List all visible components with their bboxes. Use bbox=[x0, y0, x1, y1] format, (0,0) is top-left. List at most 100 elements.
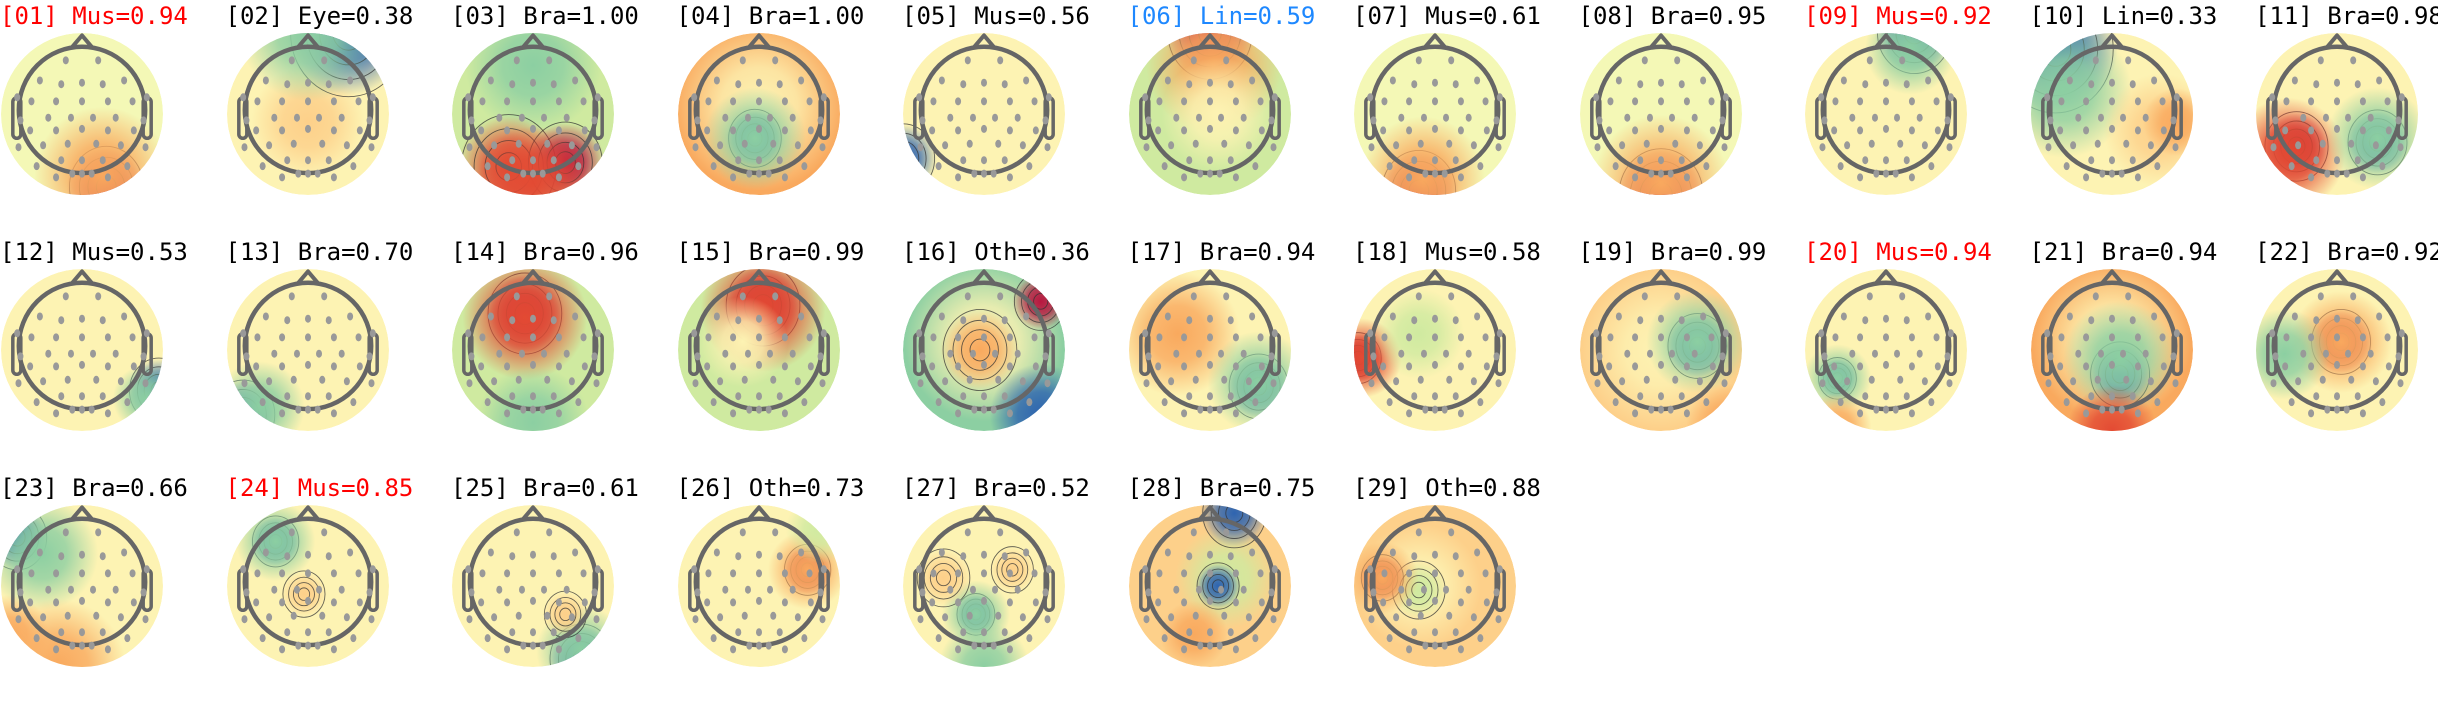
component-cell[interactable]: [04] Bra=1.00 bbox=[677, 0, 903, 236]
component-cell[interactable]: [07] Mus=0.61 bbox=[1353, 0, 1579, 236]
component-cell[interactable]: [08] Bra=0.95 bbox=[1579, 0, 1805, 236]
component-cell[interactable]: [11] Bra=0.98 bbox=[2255, 0, 2438, 236]
electrode-marker bbox=[1894, 113, 1901, 122]
component-cell[interactable]: [20] Mus=0.94 bbox=[1804, 236, 2030, 472]
component-title: [11] Bra=0.98 bbox=[2255, 2, 2438, 30]
topomap bbox=[677, 505, 840, 667]
electrode-marker bbox=[1866, 56, 1873, 65]
component-cell[interactable]: [03] Bra=1.00 bbox=[451, 0, 677, 236]
electrode-marker bbox=[789, 349, 796, 358]
component-cell[interactable]: [28] Bra=0.75 bbox=[1128, 472, 1354, 708]
electrode-marker bbox=[1192, 139, 1199, 148]
electrode-marker bbox=[2173, 329, 2180, 338]
electrode-marker bbox=[2160, 126, 2167, 135]
component-cell[interactable]: [19] Bra=0.99 bbox=[1579, 236, 1805, 472]
electrode-marker bbox=[2074, 349, 2081, 358]
electrode-marker bbox=[1014, 585, 1021, 594]
component-cell[interactable]: [05] Mus=0.56 bbox=[902, 0, 1128, 236]
component-cell[interactable]: [14] Bra=0.96 bbox=[451, 236, 677, 472]
electrode-marker bbox=[2134, 126, 2141, 135]
electrode-marker bbox=[1631, 409, 1638, 418]
component-cell[interactable]: [22] Bra=0.92 bbox=[2255, 236, 2438, 472]
electrode-marker bbox=[1457, 362, 1464, 371]
electrode-marker bbox=[1155, 569, 1162, 578]
electrode-marker bbox=[2118, 169, 2125, 178]
component-title: [06] Lin=0.59 bbox=[1128, 2, 1316, 30]
component-index: [28] bbox=[1127, 474, 1186, 502]
electrode-marker bbox=[259, 398, 266, 407]
electrode-marker bbox=[1618, 377, 1625, 386]
component-cell[interactable]: [09] Mus=0.92 bbox=[1804, 0, 2030, 236]
electrode-marker bbox=[466, 379, 473, 388]
electrode-marker bbox=[981, 392, 987, 401]
electrode-marker bbox=[2082, 333, 2089, 342]
component-cell[interactable]: [12] Mus=0.53 bbox=[0, 236, 226, 472]
component-cell[interactable]: [15] Bra=0.99 bbox=[677, 236, 903, 472]
component-cell[interactable]: [13] Bra=0.70 bbox=[226, 236, 452, 472]
electrode-marker bbox=[2082, 97, 2089, 106]
electrode-marker bbox=[1496, 93, 1503, 102]
electrode-marker bbox=[142, 615, 149, 624]
electrode-marker bbox=[53, 97, 60, 106]
electrode-marker bbox=[1933, 97, 1940, 106]
electrode-marker bbox=[1258, 126, 1265, 135]
electrode-marker bbox=[288, 56, 295, 65]
electrode-marker bbox=[575, 162, 582, 171]
component-title: [14] Bra=0.96 bbox=[451, 238, 639, 266]
component-title: [17] Bra=0.94 bbox=[1128, 238, 1316, 266]
electrode-marker bbox=[530, 333, 536, 342]
electrode-marker bbox=[1592, 329, 1599, 338]
electrode-marker bbox=[2046, 352, 2053, 361]
component-cell[interactable]: [21] Bra=0.94 bbox=[2030, 236, 2256, 472]
electrode-marker bbox=[1819, 379, 1826, 388]
electrode-marker bbox=[1185, 392, 1192, 401]
component-cell[interactable]: [26] Oth=0.73 bbox=[677, 472, 903, 708]
electrode-marker bbox=[262, 312, 269, 321]
electrode-marker bbox=[1406, 126, 1413, 135]
electrode-marker bbox=[710, 634, 717, 643]
electrode-marker bbox=[2334, 314, 2340, 323]
electrode-marker bbox=[2082, 126, 2089, 135]
electrode-marker bbox=[1206, 360, 1213, 369]
component-cell[interactable]: [29] Oth=0.88 bbox=[1353, 472, 1579, 708]
electrode-marker bbox=[916, 93, 923, 102]
electrode-marker bbox=[330, 97, 337, 106]
nose-icon bbox=[1648, 269, 1673, 286]
electrode-marker bbox=[2334, 405, 2340, 414]
component-cell[interactable]: [10] Lin=0.33 bbox=[2030, 0, 2256, 236]
component-index: [17] bbox=[1127, 238, 1186, 266]
electrode-marker bbox=[581, 598, 588, 607]
electrode-marker bbox=[1271, 93, 1278, 102]
electrode-marker bbox=[2044, 379, 2051, 388]
contour-line bbox=[996, 552, 1029, 588]
component-cell[interactable]: [25] Bra=0.61 bbox=[451, 472, 677, 708]
electrode-marker bbox=[1631, 173, 1638, 182]
electrode-marker bbox=[466, 615, 473, 624]
component-cell[interactable]: [17] Bra=0.94 bbox=[1128, 236, 1354, 472]
component-cell[interactable]: [23] Bra=0.66 bbox=[0, 472, 226, 708]
electrode-marker bbox=[2334, 333, 2340, 342]
component-cell[interactable]: [06] Lin=0.59 bbox=[1128, 0, 1354, 236]
electrode-marker bbox=[2057, 333, 2064, 342]
electrode-marker bbox=[479, 97, 486, 106]
electrode-marker bbox=[1167, 613, 1174, 622]
electrode-marker bbox=[1708, 97, 1715, 106]
component-cell[interactable]: [18] Mus=0.58 bbox=[1353, 236, 1579, 472]
component-cell[interactable]: [24] Mus=0.85 bbox=[226, 472, 452, 708]
electrode-marker bbox=[2372, 141, 2379, 150]
electrode-marker bbox=[917, 615, 924, 624]
component-cell[interactable]: [02] Eye=0.38 bbox=[226, 0, 452, 236]
nose-icon bbox=[1873, 33, 1899, 50]
electrode-marker bbox=[955, 645, 962, 654]
component-index: [09] bbox=[1804, 2, 1862, 30]
component-cell[interactable]: [16] Oth=0.36 bbox=[902, 236, 1128, 472]
component-cell[interactable]: [27] Bra=0.52 bbox=[902, 472, 1128, 708]
electrode-marker bbox=[820, 329, 827, 338]
component-title: [18] Mus=0.58 bbox=[1353, 238, 1541, 266]
electrode-marker bbox=[314, 169, 321, 178]
nose-icon bbox=[69, 269, 95, 286]
contour-line bbox=[935, 569, 952, 587]
component-cell[interactable]: [01] Mus=0.94 bbox=[0, 0, 226, 236]
electrode-marker bbox=[1702, 162, 1709, 171]
electrode-marker bbox=[1483, 362, 1490, 371]
